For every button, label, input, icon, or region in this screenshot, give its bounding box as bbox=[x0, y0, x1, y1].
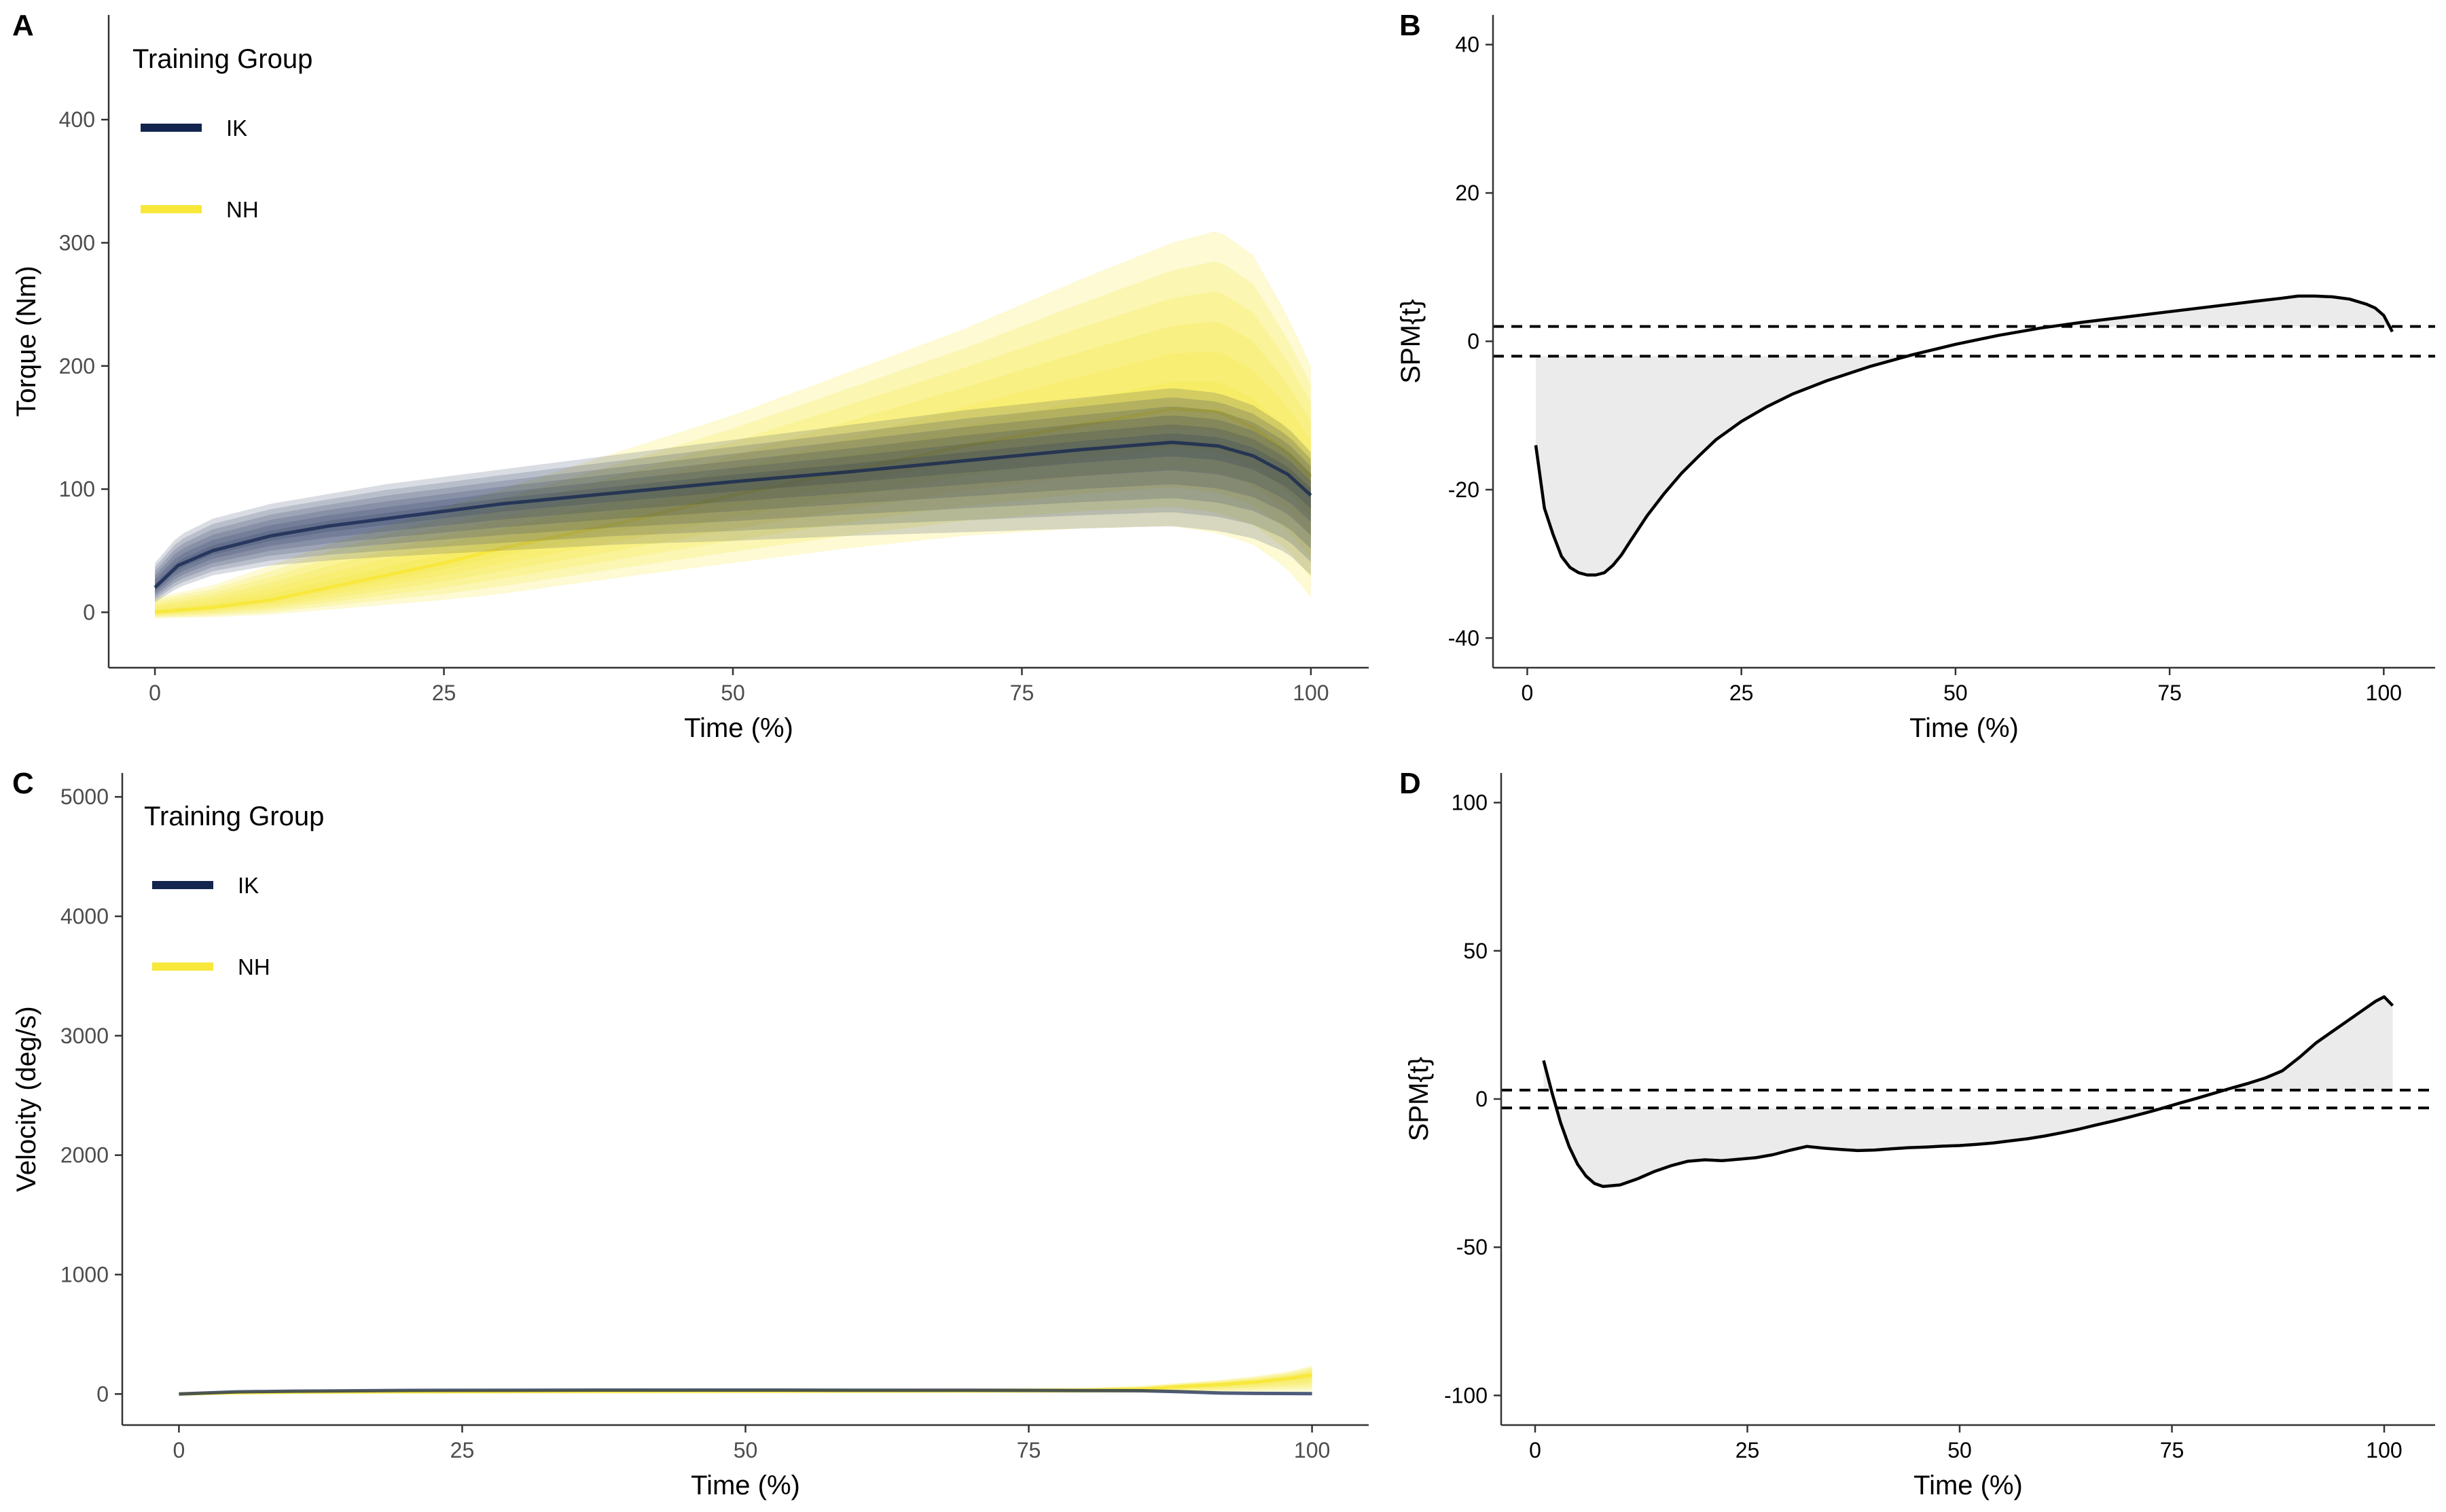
y-tick-label-b--20: -20 bbox=[1448, 478, 1479, 502]
y-tick-label-b-0: 0 bbox=[1467, 329, 1479, 354]
y-tick-label-c-4000: 4000 bbox=[60, 904, 109, 929]
y-tick-label-d-0: 0 bbox=[1475, 1087, 1488, 1111]
x-tick-label-a-25: 25 bbox=[432, 681, 456, 705]
spm-curve-b bbox=[1534, 294, 2394, 577]
y-tick-label-c-5000: 5000 bbox=[60, 785, 109, 809]
series-line-ik-c bbox=[179, 1388, 1312, 1396]
y-axis-title-b: SPM{t} bbox=[1396, 299, 1426, 384]
y-tick-label-c-2000: 2000 bbox=[60, 1143, 109, 1168]
y-axis-title-c: Velocity (deg/s) bbox=[12, 1006, 41, 1191]
panel-tag-b: B bbox=[1399, 9, 1421, 42]
x-tick-label-a-0: 0 bbox=[149, 681, 161, 705]
legend-title-a: Training Group bbox=[132, 44, 312, 74]
band-ik-a-4 bbox=[155, 425, 1311, 593]
x-tick-label-c-25: 25 bbox=[450, 1438, 475, 1462]
x-axis-title-c: Time (%) bbox=[691, 1471, 800, 1500]
y-tick-label-a-0: 0 bbox=[83, 600, 95, 624]
y-tick-label-b--40: -40 bbox=[1448, 626, 1479, 650]
series-layer-c bbox=[179, 1365, 1312, 1396]
x-tick-label-a-50: 50 bbox=[721, 681, 745, 705]
x-tick-label-d-0: 0 bbox=[1529, 1438, 1541, 1462]
panel-tag-a: A bbox=[12, 9, 34, 42]
x-tick-label-d-75: 75 bbox=[2160, 1438, 2184, 1462]
band-nh-a-3 bbox=[155, 321, 1311, 615]
x-tick-label-b-100: 100 bbox=[2366, 681, 2402, 705]
legend-title-c: Training Group bbox=[144, 802, 324, 831]
series-line-nh-a bbox=[154, 407, 1312, 614]
y-tick-label-c-0: 0 bbox=[96, 1382, 109, 1406]
x-tick-label-c-75: 75 bbox=[1017, 1438, 1041, 1462]
band-ik-a-1 bbox=[155, 397, 1311, 600]
chart-panel-d: 0 25 50 75 100 -100 -50 0 50 100 Time (%) SPM{t} bbox=[1404, 773, 2435, 1500]
cluster-fill-lower-d bbox=[1543, 1108, 2393, 1187]
legend-label-ik-a: IK bbox=[226, 115, 247, 141]
spm-curve-d bbox=[1542, 995, 2394, 1188]
y-tick-label-c-3000: 3000 bbox=[60, 1024, 109, 1048]
x-axis-title-b: Time (%) bbox=[1909, 713, 2019, 743]
y-tick-label-a-400: 400 bbox=[59, 107, 95, 132]
x-tick-label-d-50: 50 bbox=[1947, 1438, 1972, 1462]
cluster-fill-lower-b bbox=[1536, 356, 2392, 575]
x-tick-label-a-100: 100 bbox=[1293, 681, 1329, 705]
band-nh-a-0 bbox=[155, 231, 1311, 619]
legend-c: Training Group IK NH bbox=[144, 802, 324, 979]
y-tick-label-d--100: -100 bbox=[1444, 1383, 1488, 1407]
x-tick-label-d-100: 100 bbox=[2366, 1438, 2402, 1462]
chart-panel-b: 0 25 50 75 100 -40 -20 0 20 40 Time (%) SPM{t} bbox=[1396, 15, 2435, 743]
y-tick-label-b-40: 40 bbox=[1455, 33, 1479, 57]
panel-tag-c: C bbox=[12, 767, 34, 800]
cluster-fill-upper-d bbox=[1543, 996, 2393, 1090]
x-axis-title-a: Time (%) bbox=[684, 713, 793, 743]
y-axis-title-a: Torque (Nm) bbox=[12, 266, 41, 416]
x-tick-label-d-25: 25 bbox=[1735, 1438, 1760, 1462]
series-line-ik-a bbox=[154, 440, 1312, 589]
legend-label-nh-c: NH bbox=[238, 954, 270, 979]
y-tick-label-d-100: 100 bbox=[1452, 791, 1488, 815]
x-tick-label-b-75: 75 bbox=[2157, 681, 2182, 705]
x-tick-label-c-0: 0 bbox=[173, 1438, 185, 1462]
legend-a: Training Group IK NH bbox=[132, 44, 312, 222]
cluster-fill-upper-b bbox=[1536, 295, 2392, 327]
y-tick-label-d--50: -50 bbox=[1456, 1235, 1488, 1259]
y-tick-label-a-300: 300 bbox=[59, 230, 95, 255]
chart-panel-a: 0 25 50 75 100 0 100 200 300 400 Time (%) Torque (N… bbox=[12, 15, 1369, 743]
y-tick-label-d-50: 50 bbox=[1463, 939, 1488, 963]
y-axis-title-d: SPM{t} bbox=[1404, 1057, 1434, 1142]
band-nh-a-5 bbox=[155, 381, 1311, 613]
legend-label-ik-c: IK bbox=[238, 873, 259, 898]
band-nh-a-1 bbox=[155, 261, 1311, 617]
panel-tag-d: D bbox=[1399, 767, 1421, 800]
x-tick-label-b-50: 50 bbox=[1943, 681, 1968, 705]
y-tick-label-c-1000: 1000 bbox=[60, 1262, 109, 1286]
y-tick-label-b-20: 20 bbox=[1455, 181, 1479, 205]
band-ik-a-5 bbox=[155, 433, 1311, 590]
band-nh-a-2 bbox=[155, 291, 1311, 617]
x-tick-label-c-100: 100 bbox=[1294, 1438, 1330, 1462]
x-tick-label-a-75: 75 bbox=[1010, 681, 1035, 705]
series-layer-a bbox=[154, 231, 1312, 619]
y-tick-label-a-100: 100 bbox=[59, 477, 95, 501]
legend-label-nh-a: NH bbox=[226, 197, 259, 222]
x-tick-label-c-50: 50 bbox=[734, 1438, 758, 1462]
band-ik-a-3 bbox=[155, 415, 1311, 595]
x-tick-label-b-0: 0 bbox=[1522, 681, 1534, 705]
band-ik-a-0 bbox=[155, 389, 1311, 602]
y-tick-label-a-200: 200 bbox=[59, 354, 95, 378]
x-axis-title-d: Time (%) bbox=[1913, 1471, 2023, 1500]
x-tick-label-b-25: 25 bbox=[1729, 681, 1754, 705]
